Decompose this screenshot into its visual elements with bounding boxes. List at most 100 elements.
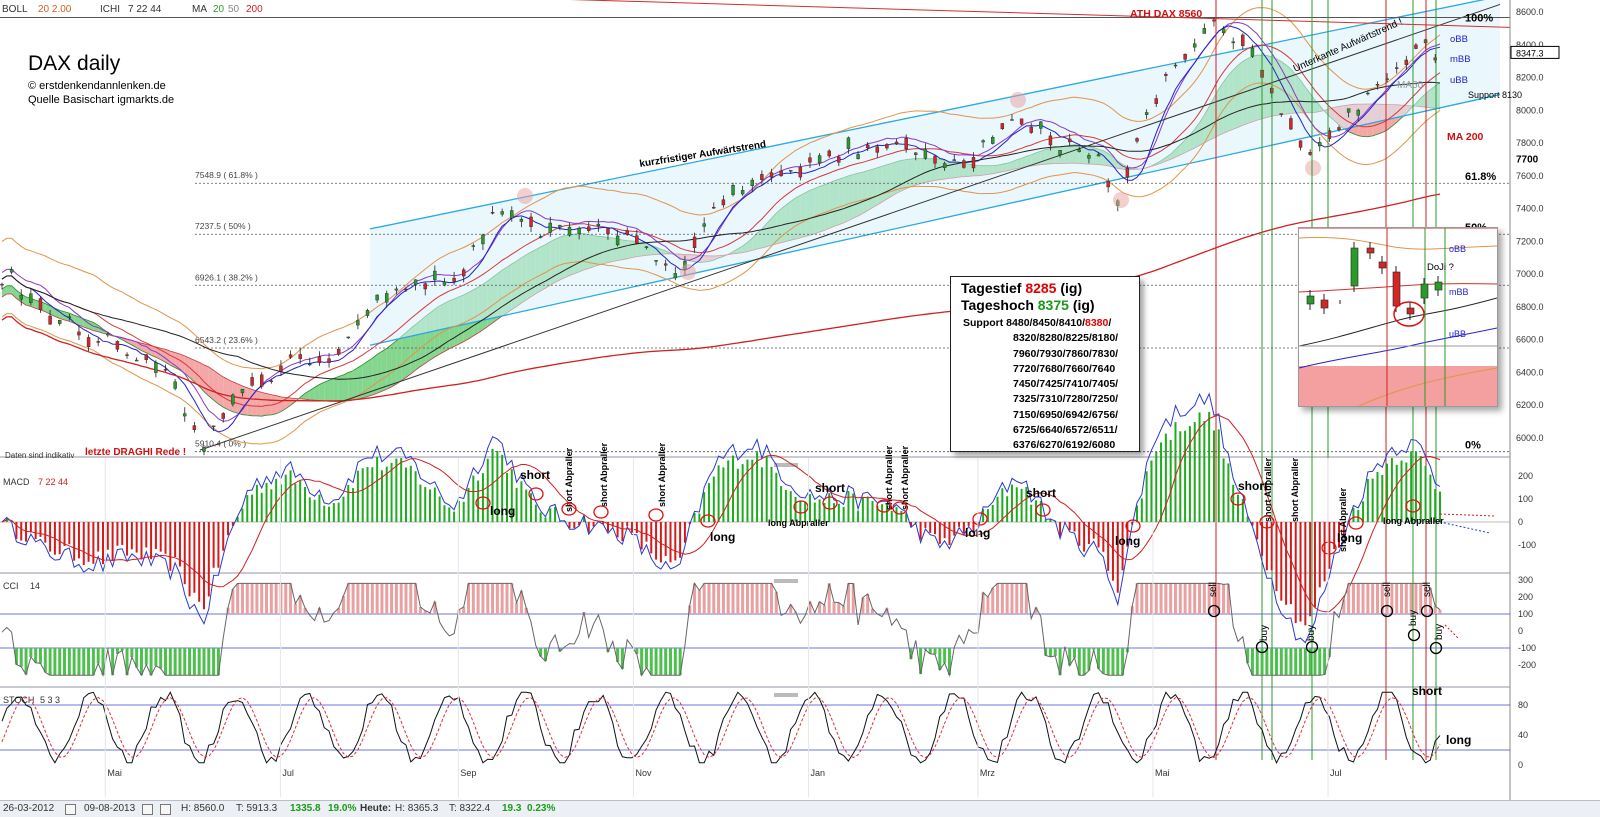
zoom-candle-body (1407, 308, 1414, 314)
macd-histogram-bar (953, 522, 955, 536)
macd-histogram-bar (665, 522, 667, 556)
day-low-suffix: (ig) (1060, 280, 1082, 296)
macd-histogram-bar (727, 460, 729, 522)
candle-body (20, 295, 23, 299)
candle-body (616, 236, 619, 245)
today-high: H: 8365.3 (395, 803, 438, 814)
settings-icon[interactable] (160, 804, 171, 815)
ichimoku-cloud-red (214, 370, 219, 404)
candle-body (953, 160, 956, 161)
cci-signal-label: sell (1422, 582, 1433, 597)
macd-histogram-bar (1189, 426, 1191, 522)
candle-body (491, 212, 494, 213)
candle-body (1193, 44, 1196, 47)
candle-body (135, 360, 138, 361)
fib-level-value: 7237.5 ( 50% ) (195, 221, 251, 231)
candle-body (241, 389, 244, 393)
macd-histogram-bar (39, 522, 41, 537)
cci-axis-label: -200 (1518, 660, 1536, 670)
cci-axis-label: 0 (1518, 626, 1523, 636)
fib-level-value: 7548.9 ( 61.8% ) (195, 170, 258, 180)
support-value-sep: / (1108, 317, 1111, 329)
candle-body (366, 310, 369, 315)
macd-histogram-bar (338, 503, 340, 522)
candle-body (655, 260, 658, 261)
range-start: 26-03-2012 (3, 803, 54, 814)
stoch-panel-params: 5 3 3 (40, 695, 60, 705)
macd-histogram-bar (203, 522, 205, 609)
macd-histogram-bar (347, 485, 349, 522)
macd-histogram-bar (1357, 510, 1359, 522)
candle-body (693, 237, 696, 248)
macd-histogram-bar (650, 522, 652, 553)
x-tick-label: Mai (107, 768, 122, 778)
macd-histogram-bar (1396, 465, 1398, 522)
cci-signal-label: buy (1259, 625, 1270, 641)
ichimoku-cloud-green (343, 373, 348, 402)
ichimoku-cloud-green (387, 345, 392, 390)
macd-histogram-bar (674, 522, 676, 560)
candle-body (1164, 74, 1167, 75)
macd-signal-label: long (490, 504, 515, 518)
macd-histogram-bar (1174, 422, 1176, 522)
macd-histogram-bar (367, 467, 369, 522)
macd-histogram-bar (1304, 522, 1306, 625)
macd-axis-label: 200 (1518, 471, 1533, 481)
macd-histogram-bar (1208, 412, 1210, 522)
candle-body (606, 229, 609, 234)
candle-body (635, 236, 638, 243)
candle-body (1309, 152, 1312, 154)
macd-histogram-bar (395, 459, 397, 522)
calendar-icon[interactable] (65, 804, 76, 815)
cci-axis-label: 200 (1518, 592, 1533, 602)
macd-histogram-bar (1256, 522, 1258, 539)
macd-histogram-bar (116, 522, 118, 546)
macd-histogram-bar (318, 495, 320, 522)
price-tick-label: 8600.0 (1516, 7, 1544, 17)
candle-body (1174, 65, 1177, 66)
macd-histogram-bar (35, 522, 37, 539)
ichimoku-cloud-green (334, 377, 339, 402)
macd-signal-label: long Abpraller (1383, 516, 1444, 526)
macd-histogram-bar (713, 476, 715, 522)
candle-body (780, 171, 783, 176)
macd-histogram-bar (472, 476, 474, 522)
candle-body (1020, 119, 1023, 124)
macd-histogram-bar (1237, 495, 1239, 522)
macd-histogram-bar (386, 467, 388, 522)
touch-point-marker (1305, 160, 1321, 176)
macd-histogram-bar (376, 457, 378, 522)
candle-body (443, 282, 446, 285)
indicator-bar-item: 50 (228, 4, 240, 15)
candle-body (106, 334, 109, 335)
macd-histogram-bar (833, 503, 835, 522)
candle-body (1039, 122, 1042, 129)
candle-body (126, 355, 129, 356)
ichimoku-cloud-red (204, 365, 209, 396)
macd-histogram-bar (78, 522, 80, 558)
candle-body (1251, 48, 1254, 56)
macd-histogram-bar (487, 459, 489, 522)
fib-level-value: 6543.2 ( 23.6% ) (195, 335, 258, 345)
macd-histogram-bar (160, 522, 162, 552)
candle-body (674, 273, 677, 277)
macd-histogram-bar (939, 522, 941, 544)
macd-histogram-bar (1141, 498, 1143, 522)
price-tick-label: 6400.0 (1516, 367, 1544, 377)
macd-histogram-bar (540, 512, 542, 522)
macd-signal-label: long (1115, 534, 1140, 548)
panel-separator (0, 572, 1510, 574)
macd-histogram-bar (434, 488, 436, 522)
macd-histogram-bar (1184, 431, 1186, 522)
x-tick-label: Jan (811, 768, 826, 778)
calendar-icon[interactable] (142, 804, 153, 815)
today-low: T: 8322.4 (449, 803, 490, 814)
credit-line: Quelle Basischart igmarkts.de (28, 94, 174, 106)
candle-body (1414, 45, 1417, 49)
candle-body (1212, 20, 1215, 21)
macd-histogram-bar (1045, 520, 1047, 522)
macd-histogram-bar (737, 469, 739, 522)
macd-signal-label: short Abpraller (599, 442, 609, 507)
macd-histogram-bar (342, 497, 344, 522)
